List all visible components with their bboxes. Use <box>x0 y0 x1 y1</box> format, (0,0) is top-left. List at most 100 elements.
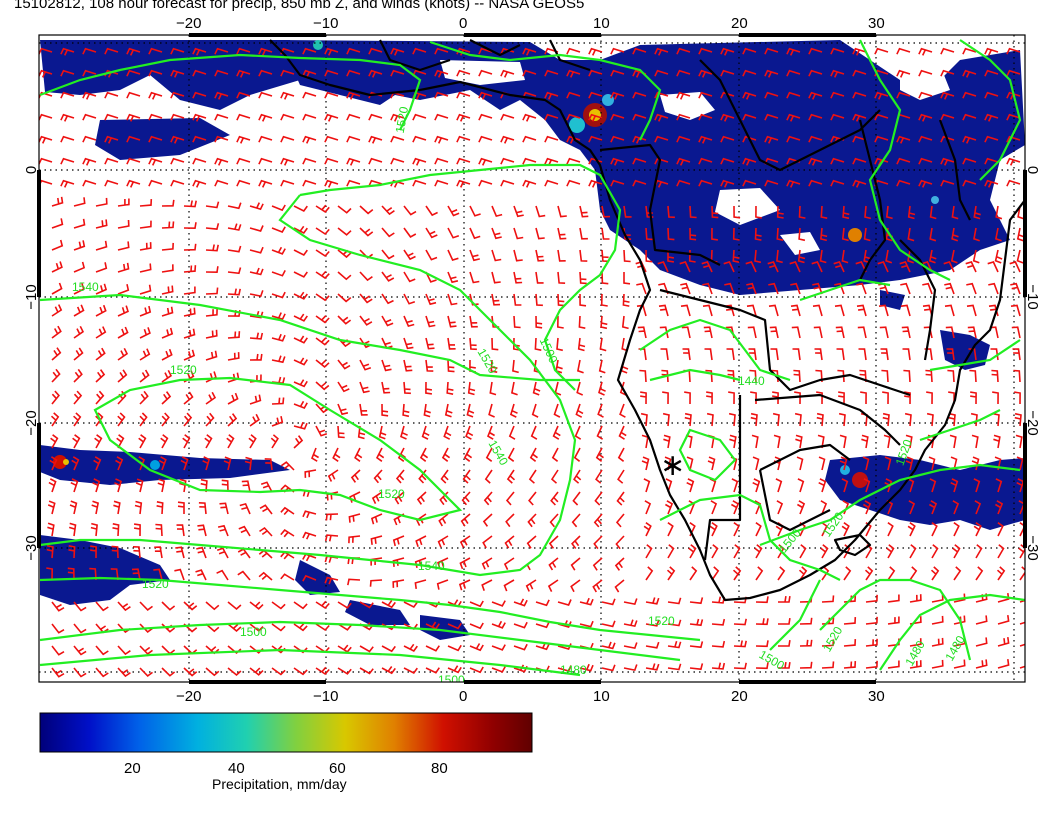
wind-barb <box>1010 282 1021 295</box>
wind-barb <box>794 412 802 427</box>
wind-barb <box>837 369 845 383</box>
wind-barb <box>764 47 779 55</box>
wind-barb <box>491 271 501 284</box>
wind-barb <box>50 412 60 427</box>
wind-barb <box>592 557 603 571</box>
wind-barb <box>227 245 242 253</box>
wind-barb <box>1017 205 1025 220</box>
wind-barb <box>610 157 625 166</box>
wind-barb <box>416 491 427 505</box>
map-title: 15102812, 108 hour forecast for precip, … <box>14 0 585 12</box>
wind-barb <box>161 221 175 229</box>
wind-barb <box>214 157 229 166</box>
wind-barb <box>170 47 185 55</box>
wind-barb <box>996 566 1006 581</box>
wind-barb <box>552 425 561 440</box>
wind-barb <box>808 91 823 100</box>
wind-barb <box>786 47 801 56</box>
wind-barb <box>962 47 977 55</box>
wind-barb <box>381 227 395 238</box>
wind-barb <box>183 412 193 427</box>
wind-barb <box>544 69 559 77</box>
wind-barb <box>421 425 430 440</box>
wind-barb <box>622 293 630 307</box>
wind-barb <box>874 47 889 55</box>
wind-barb <box>808 135 823 143</box>
wind-barb <box>843 661 857 669</box>
wind-barb <box>469 622 484 630</box>
wind-barb <box>786 113 801 122</box>
wind-barb <box>728 412 736 427</box>
lat-tick-label: −20 <box>23 410 40 435</box>
wind-barb <box>280 529 295 538</box>
wind-barb <box>302 47 317 55</box>
wind-barb <box>995 478 1003 493</box>
wind-barb <box>852 47 867 56</box>
wind-barb <box>535 293 543 307</box>
wind-barb <box>381 271 395 282</box>
wind-barb <box>834 304 845 317</box>
wind-barb <box>378 425 387 440</box>
wind-barb <box>860 391 867 405</box>
wind-barb <box>513 293 522 306</box>
wind-barb <box>579 293 587 307</box>
wind-barb <box>174 568 185 581</box>
wind-barb <box>815 369 823 383</box>
wind-barb <box>566 135 581 144</box>
wind-barb <box>236 179 251 187</box>
wind-barb <box>755 618 769 626</box>
wind-barb <box>368 113 383 121</box>
wind-barb <box>600 315 608 330</box>
wind-barb <box>95 601 109 612</box>
wind-barb <box>73 325 85 339</box>
wind-barb <box>566 47 581 55</box>
wind-barb <box>896 179 911 187</box>
wind-barb <box>790 304 801 317</box>
wind-barb <box>95 347 106 361</box>
wind-barb <box>528 491 537 506</box>
wind-barb <box>51 218 64 229</box>
wind-barb <box>447 205 460 217</box>
wind-barb <box>280 135 295 143</box>
wind-barb <box>929 205 937 220</box>
wind-barb <box>643 478 651 493</box>
wind-barb <box>249 202 264 211</box>
wind-barb <box>436 579 449 590</box>
wind-barb <box>623 272 631 285</box>
wind-barb <box>381 359 392 372</box>
wind-barb <box>73 645 87 656</box>
wind-barb <box>732 249 740 263</box>
wind-barb <box>922 282 933 295</box>
colorbar-tick-label: 60 <box>329 760 346 777</box>
wind-barb <box>601 271 609 285</box>
wind-barb <box>858 348 867 361</box>
wind-barb <box>478 47 493 55</box>
wind-barb <box>161 199 175 207</box>
wind-barb <box>689 663 704 671</box>
wind-barb <box>183 265 197 273</box>
wind-barb <box>95 219 108 229</box>
wind-barb <box>214 69 229 77</box>
wind-barb <box>522 69 537 77</box>
wind-barb <box>654 157 669 165</box>
wind-barb <box>503 579 515 592</box>
wind-barb <box>950 478 959 493</box>
wind-barb <box>776 205 784 219</box>
wind-barb <box>271 226 286 233</box>
wind-barb <box>73 601 87 612</box>
wind-barb <box>1019 665 1025 669</box>
wind-barb <box>593 535 603 550</box>
wind-barb <box>707 456 716 471</box>
wind-barb <box>577 337 586 352</box>
wind-barb <box>965 261 977 273</box>
wind-barb <box>403 293 416 305</box>
wind-barb <box>918 91 933 99</box>
wind-barb <box>478 69 493 77</box>
wind-barb <box>359 227 374 237</box>
wind-barb <box>183 243 197 251</box>
wind-barb <box>198 502 207 515</box>
wind-barb <box>390 69 405 77</box>
wind-barb <box>443 425 452 440</box>
wind-barb <box>135 478 144 493</box>
wind-barb <box>90 522 98 537</box>
